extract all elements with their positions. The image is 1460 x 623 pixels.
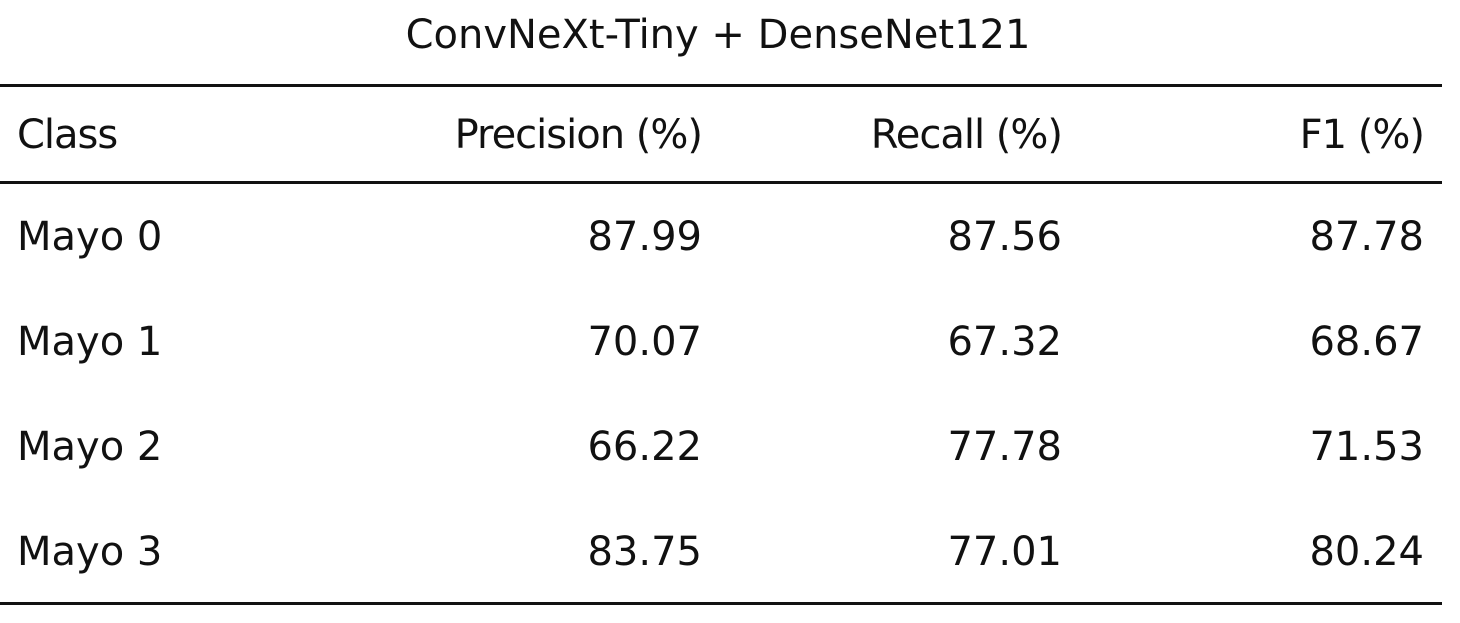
table-cell: 77.78: [947, 424, 1062, 470]
header-rule: [0, 181, 1442, 184]
table-cell: 71.53: [1309, 424, 1424, 470]
table-cell: 77.01: [947, 529, 1062, 575]
table-cell: 87.78: [1309, 214, 1424, 260]
table-cell: Mayo 2: [17, 424, 163, 470]
header-cell: Recall (%): [870, 112, 1063, 158]
table-cell: 66.22: [587, 424, 702, 470]
top-rule: [0, 84, 1442, 87]
table-cell: 67.32: [947, 319, 1062, 365]
header-cell: Precision (%): [454, 112, 703, 158]
table-cell: Mayo 0: [17, 214, 163, 260]
bottom-rule: [0, 602, 1442, 605]
table-cell: Mayo 1: [17, 319, 163, 365]
table-cell: 83.75: [587, 529, 702, 575]
table-cell: 70.07: [587, 319, 702, 365]
table-cell: Mayo 3: [17, 529, 163, 575]
table-cell: 87.56: [947, 214, 1062, 260]
header-cell: F1 (%): [1299, 112, 1425, 158]
table-cell: 80.24: [1309, 529, 1424, 575]
table-cell: 87.99: [587, 214, 702, 260]
table-cell: 68.67: [1309, 319, 1424, 365]
header-cell: Class: [17, 112, 118, 158]
table-title: ConvNeXt-Tiny + DenseNet121: [405, 12, 1031, 58]
